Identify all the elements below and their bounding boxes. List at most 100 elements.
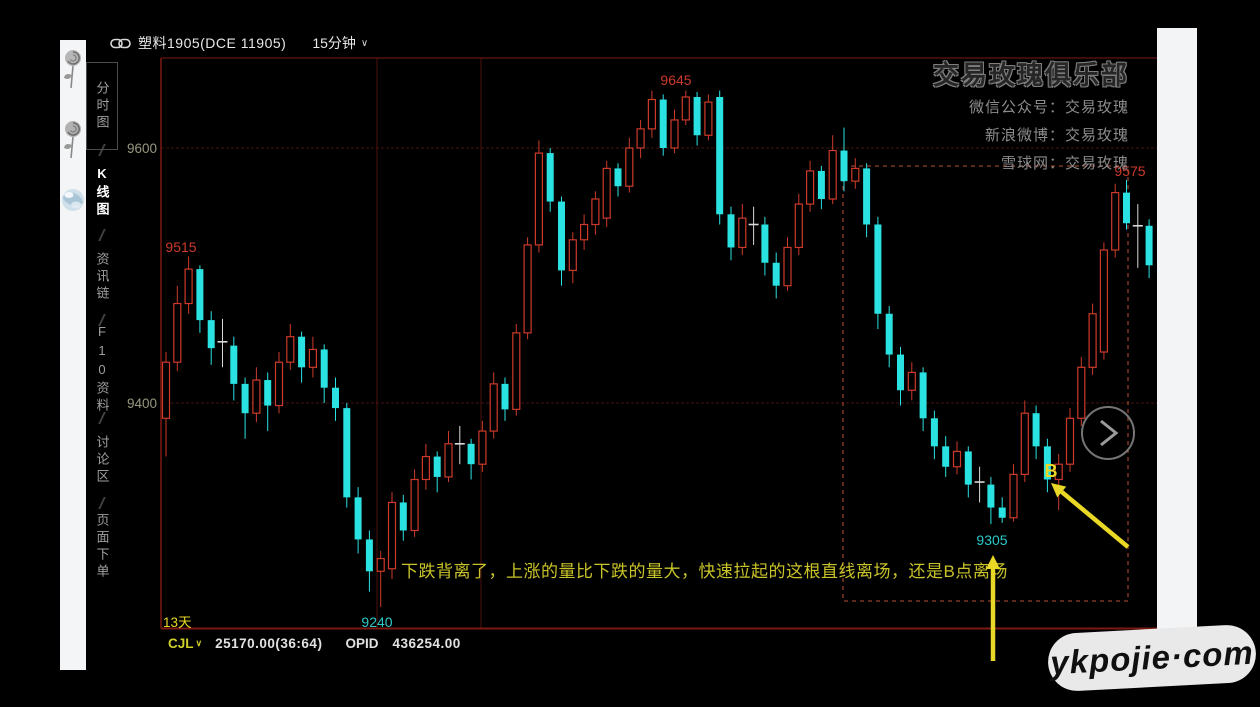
swing-price-label: 9305 (976, 532, 1007, 548)
left-icon-strip (60, 40, 86, 670)
candle (467, 443, 475, 465)
candle (320, 349, 328, 388)
candle (1009, 473, 1018, 519)
candle (1099, 249, 1109, 353)
annotation-text: 下跌背离了，上涨的量比下跌的量大，快速拉起的这根直线离场，还是B点离场 (401, 562, 1008, 581)
candle (716, 97, 724, 215)
candle (987, 484, 995, 508)
candle (885, 313, 893, 355)
right-scroll-strip[interactable] (1157, 28, 1197, 645)
sidebar-tab-news[interactable]: 资讯链 (86, 229, 118, 320)
candle (478, 430, 487, 465)
candle (1077, 366, 1086, 419)
candle (727, 214, 735, 248)
candle (783, 246, 792, 287)
candle (840, 150, 848, 182)
annotation-arrowhead (986, 555, 1000, 569)
candle (308, 348, 317, 368)
candle (1088, 313, 1097, 368)
sidebar-tab-kline[interactable]: K线图 (86, 144, 118, 235)
candle (365, 539, 373, 572)
candle (1145, 225, 1153, 266)
candle (387, 501, 397, 570)
sidebar-tab-discussion[interactable]: 讨论区 (86, 412, 118, 503)
branding-watermark: 交易玫瑰俱乐部 微信公众号：交易玫瑰 新浪微博：交易玫瑰 雪球网：交易玫瑰 (925, 55, 1137, 176)
top-bar: 塑料1905(DCE 11905) 15分钟 ∨ (86, 30, 1180, 56)
candle (625, 147, 634, 187)
candle (738, 217, 747, 249)
candle (907, 371, 916, 391)
candle (805, 170, 815, 205)
sidebar-tab-order[interactable]: 页面下单 (86, 497, 118, 591)
candle (184, 268, 193, 305)
sidebar: 分时图 K线图 资讯链 F10资料 讨论区 页面下单 (86, 62, 118, 592)
candle (579, 223, 589, 241)
opid-label: OPID (345, 635, 379, 651)
candle (647, 98, 657, 130)
candle (952, 450, 962, 468)
candle (817, 170, 825, 199)
candle (681, 96, 690, 121)
chevron-right-icon (1100, 419, 1119, 447)
annotation-arrowhead (1051, 483, 1067, 498)
axis-tick-label: 9400 (127, 396, 157, 411)
site-watermark: ykpojie·com (1046, 623, 1258, 693)
next-button[interactable] (1081, 406, 1135, 460)
symbol-title: 塑料1905(DCE 11905) (138, 35, 287, 51)
dashed-region (842, 165, 1129, 602)
candle (1043, 446, 1051, 480)
candle (286, 336, 295, 363)
candle (501, 383, 509, 410)
candle (1054, 463, 1063, 481)
rose-icon (60, 118, 86, 166)
candle (964, 451, 972, 485)
branding-line: 雪球网：交易玫瑰 (1000, 155, 1129, 172)
candle (930, 418, 938, 447)
candle (546, 153, 554, 202)
candle (161, 361, 171, 419)
candle (670, 119, 679, 149)
candle (591, 198, 600, 226)
candle (444, 443, 453, 478)
candle (828, 149, 837, 200)
swing-price-label: 9645 (660, 72, 691, 88)
range-label: 13天 (163, 615, 192, 630)
chevron-down-icon: ∨ (360, 37, 369, 49)
indicator-bar: CJL ∨ 25170.00(36:64) OPID 436254.00 (157, 633, 1057, 653)
candle (376, 557, 385, 572)
candle (1065, 417, 1075, 465)
candle (354, 497, 362, 540)
candle (558, 201, 565, 271)
period-label: 15分钟 (312, 35, 356, 51)
candle (196, 269, 204, 321)
candle (1032, 413, 1040, 447)
branding-line: 新浪微博：交易玫瑰 (984, 127, 1129, 144)
candle (874, 224, 882, 314)
candle (693, 97, 701, 136)
candle (761, 224, 769, 263)
candle (489, 383, 498, 432)
sidebar-tab-f10[interactable]: F10资料 (86, 314, 118, 418)
period-selector[interactable]: 15分钟 ∨ (312, 33, 368, 53)
indicator-selector[interactable]: CJL ∨ (168, 636, 202, 651)
chain-link-icon[interactable] (110, 37, 131, 50)
candle (274, 361, 284, 407)
candle (523, 244, 532, 334)
branding-title: 交易玫瑰俱乐部 (932, 60, 1129, 90)
candle (704, 101, 713, 136)
candle (332, 387, 339, 409)
candle (512, 332, 521, 410)
candle (942, 446, 950, 467)
candle (919, 372, 927, 419)
globe-icon (60, 184, 86, 232)
candle (659, 99, 667, 148)
candle (241, 383, 249, 414)
candle (636, 128, 645, 149)
candle (863, 168, 871, 225)
indicator-value: 25170.00(36:64) (215, 635, 323, 651)
axis-tick-label: 9600 (127, 141, 157, 156)
annotation-arrow (1060, 490, 1130, 549)
candle (252, 379, 261, 414)
sidebar-tab-timeshare[interactable]: 分时图 (86, 62, 118, 150)
